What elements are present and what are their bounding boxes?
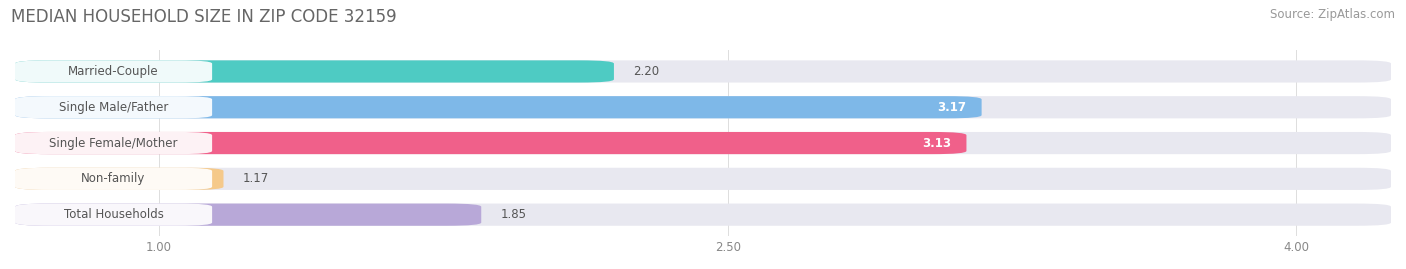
FancyBboxPatch shape — [15, 132, 966, 154]
Text: Source: ZipAtlas.com: Source: ZipAtlas.com — [1270, 8, 1395, 21]
FancyBboxPatch shape — [15, 96, 981, 118]
FancyBboxPatch shape — [15, 60, 1391, 83]
FancyBboxPatch shape — [15, 168, 212, 190]
FancyBboxPatch shape — [15, 132, 212, 154]
Text: 1.17: 1.17 — [242, 172, 269, 185]
FancyBboxPatch shape — [15, 132, 1391, 154]
FancyBboxPatch shape — [15, 204, 481, 226]
Text: Married-Couple: Married-Couple — [69, 65, 159, 78]
Text: Total Households: Total Households — [63, 208, 163, 221]
Text: 2.20: 2.20 — [633, 65, 659, 78]
FancyBboxPatch shape — [15, 96, 212, 118]
FancyBboxPatch shape — [15, 168, 1391, 190]
Text: Single Female/Mother: Single Female/Mother — [49, 137, 177, 150]
FancyBboxPatch shape — [15, 168, 224, 190]
FancyBboxPatch shape — [15, 96, 1391, 118]
Text: Non-family: Non-family — [82, 172, 146, 185]
FancyBboxPatch shape — [15, 204, 1391, 226]
Text: 3.13: 3.13 — [922, 137, 952, 150]
Text: 1.85: 1.85 — [501, 208, 526, 221]
Text: MEDIAN HOUSEHOLD SIZE IN ZIP CODE 32159: MEDIAN HOUSEHOLD SIZE IN ZIP CODE 32159 — [11, 8, 396, 26]
FancyBboxPatch shape — [15, 60, 614, 83]
Text: Single Male/Father: Single Male/Father — [59, 101, 169, 114]
FancyBboxPatch shape — [15, 60, 212, 83]
Text: 3.17: 3.17 — [938, 101, 966, 114]
FancyBboxPatch shape — [15, 204, 212, 226]
